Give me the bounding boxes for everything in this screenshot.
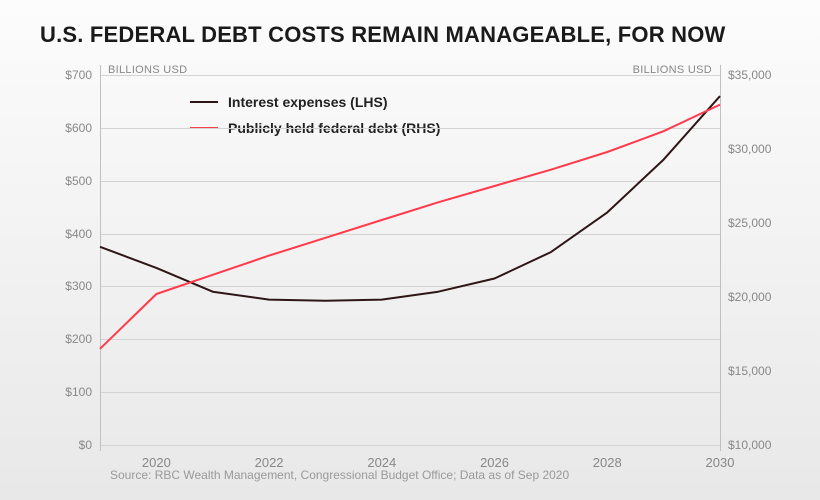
y-left-tick-label: $600 bbox=[42, 121, 92, 135]
y-left-tick-label: $500 bbox=[42, 174, 92, 188]
y-left-tick-label: $300 bbox=[42, 279, 92, 293]
y-right-tick-label: $35,000 bbox=[728, 68, 788, 82]
x-tick-label: 2030 bbox=[706, 455, 735, 470]
y-right-tick-label: $25,000 bbox=[728, 216, 788, 230]
y-right-tick-label: $30,000 bbox=[728, 142, 788, 156]
gridline bbox=[100, 445, 720, 446]
chart-svg bbox=[100, 75, 720, 445]
chart-container: U.S. FEDERAL DEBT COSTS REMAIN MANAGEABL… bbox=[0, 0, 820, 500]
y-left-tick-label: $400 bbox=[42, 227, 92, 241]
chart-title: U.S. FEDERAL DEBT COSTS REMAIN MANAGEABL… bbox=[40, 22, 726, 48]
y-left-tick-label: $200 bbox=[42, 332, 92, 346]
y-left-tick-label: $700 bbox=[42, 68, 92, 82]
plot-area: $0$100$200$300$400$500$600$700$10,000$15… bbox=[100, 75, 720, 445]
y-left-tick-label: $0 bbox=[42, 438, 92, 452]
y-right-tick-label: $10,000 bbox=[728, 438, 788, 452]
y-right-tick-label: $20,000 bbox=[728, 290, 788, 304]
x-tick-label: 2028 bbox=[593, 455, 622, 470]
y-left-tick-label: $100 bbox=[42, 385, 92, 399]
y-right-tick-label: $15,000 bbox=[728, 364, 788, 378]
source-text: Source: RBC Wealth Management, Congressi… bbox=[110, 468, 569, 482]
series-line-interest bbox=[100, 96, 720, 301]
y-axis-right-line bbox=[720, 65, 721, 451]
series-line-debt bbox=[100, 105, 720, 349]
